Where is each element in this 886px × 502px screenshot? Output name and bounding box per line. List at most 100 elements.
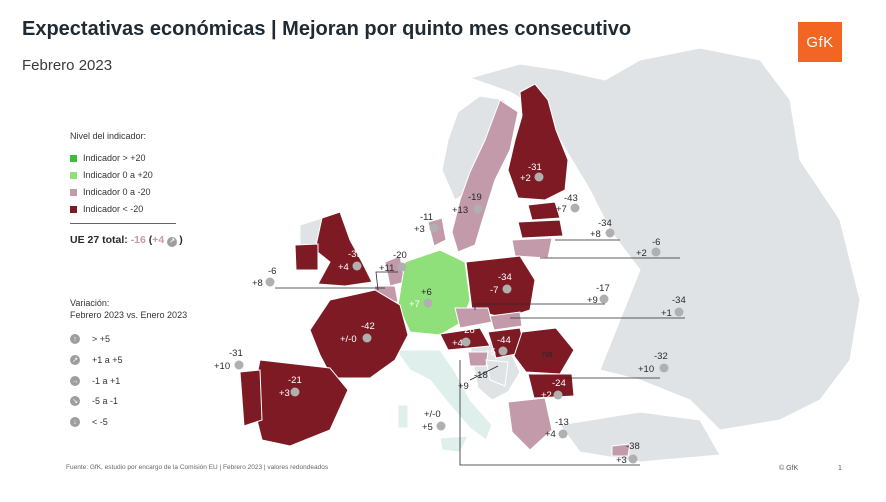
arrow-up-right-icon: ↗ — [70, 355, 80, 365]
portugal-value: -31 — [229, 348, 243, 359]
sweden-arrow-up-icon — [473, 204, 483, 214]
eu-total-change: +4 — [152, 234, 165, 246]
variation-title: Variación: — [70, 298, 110, 308]
austria-change: +4 — [452, 338, 463, 349]
france-value: -42 — [361, 321, 375, 332]
portugal-change: +10 — [214, 361, 230, 372]
slovenia-region — [467, 351, 489, 367]
country-labels: -31 +2 -19 +13 -11 +3 -43 +7 -34 +8 -6 +… — [214, 162, 686, 466]
page-number: 1 — [838, 465, 842, 472]
legend-swatch — [70, 205, 77, 213]
legend-item-lt-neg20: Indicador < -20 — [70, 204, 143, 214]
germany-value: +6 — [421, 287, 432, 298]
lithuania-arrow-up-right-icon — [651, 247, 661, 257]
ireland-arrow-up-right-icon — [352, 261, 362, 271]
ireland-region — [294, 243, 319, 271]
romania-value: -32 — [654, 351, 668, 362]
variation-label: < -5 — [92, 417, 108, 427]
cyprus-region — [611, 443, 631, 457]
spain-change: +3 — [279, 388, 290, 399]
poland-value: -34 — [498, 272, 512, 283]
czechia-value: -17 — [596, 283, 610, 294]
romania-change: +10 — [638, 364, 654, 375]
eu-total-label: UE 27 total: — [70, 234, 128, 246]
variation-label: -5 a -1 — [92, 396, 119, 406]
poland-change: -7 — [490, 285, 498, 296]
slovakia-arrow-right-icon — [674, 307, 684, 317]
legend-label: Indicador 0 a -20 — [83, 187, 151, 197]
legend-label: Indicador < -20 — [83, 204, 144, 214]
greece-value: -13 — [555, 417, 569, 428]
spain-region — [251, 359, 349, 447]
ireland-change: +4 — [338, 262, 349, 273]
turkey-land — [559, 411, 721, 463]
sardinia-region — [397, 404, 409, 429]
legend-label: Indicador 0 a +20 — [83, 170, 153, 180]
greece-arrow-up-right-icon — [558, 429, 568, 439]
sweden-value: -19 — [468, 192, 482, 203]
netherlands-change: +11 — [379, 263, 394, 274]
eu-total-value: -16 — [130, 234, 146, 246]
austria-arrow-up-right-icon — [461, 337, 471, 347]
copyright: © GfK — [779, 465, 799, 472]
belgium-arrow-up-icon — [265, 277, 275, 287]
portugal-region — [239, 369, 263, 427]
arrow-down-icon: ↓ — [70, 417, 80, 427]
lithuania-region — [511, 237, 553, 259]
legend-divider — [70, 223, 176, 224]
arrow-down-right-icon: ↘ — [70, 396, 80, 406]
france-change: +/-0 — [340, 334, 357, 345]
leader-lines — [275, 239, 685, 466]
hungary-value: -44 — [497, 335, 511, 346]
non-eu-land — [299, 47, 861, 463]
bulgaria-region — [527, 373, 575, 399]
slovakia-region — [489, 311, 523, 331]
netherlands-arrow-up-icon — [397, 262, 407, 272]
legend-item-0-20: Indicador 0 a +20 — [70, 170, 153, 180]
croatia-region — [485, 359, 509, 387]
france-arrow-right-icon — [362, 333, 372, 343]
belgium-change: +8 — [252, 278, 263, 289]
spain-value: -21 — [288, 375, 302, 386]
greece-region — [507, 397, 553, 451]
legend-title: Nivel del indicador: — [70, 131, 147, 141]
germany-arrow-up-icon — [423, 298, 433, 308]
legend-swatch — [70, 188, 77, 196]
latvia-value: -34 — [598, 218, 612, 229]
finland-arrow-up-right-icon — [534, 172, 544, 182]
page-title: Expectativas económicas | Mejoran por qu… — [22, 18, 632, 40]
lithuania-change: +2 — [636, 248, 647, 259]
legend-item-gt20: Indicador > +20 — [70, 153, 146, 163]
variation-item: ↗ +1 a +5 — [70, 355, 123, 365]
latvia-arrow-up-icon — [605, 228, 615, 238]
italy-region — [395, 349, 493, 441]
romania-arrow-up-icon — [659, 363, 669, 373]
variation-label: > +5 — [92, 334, 111, 344]
sicily-region — [439, 435, 469, 453]
france-region — [309, 289, 409, 379]
variation-label: +1 a +5 — [92, 355, 123, 365]
denmark-value: -11 — [420, 212, 433, 223]
cyprus-arrow-up-right-icon — [628, 454, 638, 464]
finland-region — [507, 83, 569, 201]
denmark-arrow-up-right-icon — [429, 223, 439, 233]
eu-total: UE 27 total: -16 (+4 ↗) — [70, 234, 183, 247]
variation-label: -1 a +1 — [92, 376, 121, 386]
estonia-value: -43 — [564, 193, 578, 204]
variation-item: → -1 a +1 — [70, 376, 120, 386]
portugal-arrow-up-icon — [234, 360, 244, 370]
cyprus-value: -38 — [626, 441, 640, 452]
hungary-arrow-up-right-icon — [498, 346, 508, 356]
italy-value: +/-0 — [424, 409, 441, 420]
hungary-change: +5 — [485, 347, 496, 358]
slovakia-change: +1 — [661, 308, 672, 319]
slovenia-change: +9 — [458, 381, 469, 392]
variation-subtitle: Febrero 2023 vs. Enero 2023 — [70, 310, 188, 320]
ireland-value: -35 — [348, 249, 362, 260]
lithuania-value: -6 — [652, 237, 660, 248]
bulgaria-change: +2 — [541, 390, 552, 401]
italy-arrow-up-right-icon — [436, 421, 446, 431]
cyprus-change: +3 — [616, 455, 627, 466]
bulgaria-value: -24 — [552, 378, 566, 389]
